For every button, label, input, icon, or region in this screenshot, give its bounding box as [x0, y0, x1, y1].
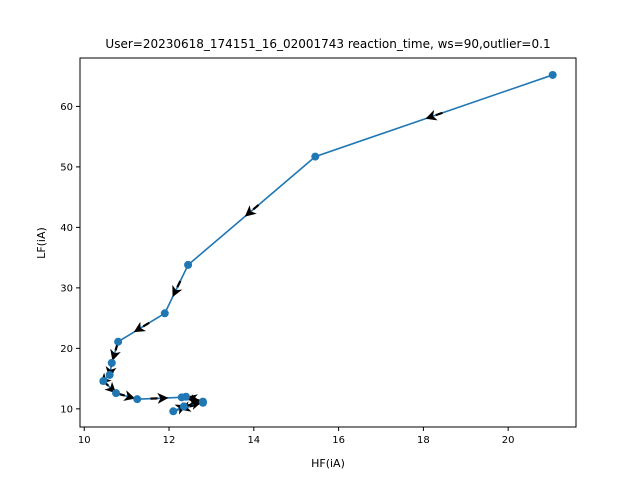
- direction-arrow: [172, 280, 183, 298]
- data-point: [160, 309, 169, 318]
- x-tick-label: 16: [332, 435, 345, 446]
- x-tick-label: 12: [163, 435, 176, 446]
- series-line: [102, 74, 553, 413]
- y-tick-label: 30: [60, 283, 73, 294]
- data-point: [114, 337, 123, 346]
- data-point: [107, 358, 116, 367]
- direction-arrow: [244, 204, 260, 217]
- x-tick-label: 20: [502, 435, 515, 446]
- data-point: [311, 152, 320, 161]
- data-point: [112, 389, 121, 398]
- data-point: [179, 402, 188, 411]
- y-tick-label: 40: [60, 223, 73, 234]
- data-point: [169, 407, 178, 416]
- data-point: [99, 377, 108, 386]
- data-point: [184, 260, 193, 269]
- y-tick-label: 50: [60, 162, 73, 173]
- data-point: [181, 392, 190, 401]
- x-axis-label: HF(iA): [311, 457, 345, 470]
- y-axis-label: LF(iA): [35, 227, 48, 259]
- data-point: [105, 370, 114, 379]
- data-point: [133, 395, 142, 404]
- data-point: [548, 70, 557, 79]
- x-tick-label: 10: [78, 435, 91, 446]
- plot-frame: [79, 57, 577, 428]
- x-tick-label: 14: [247, 435, 260, 446]
- y-tick-label: 60: [60, 102, 73, 113]
- chart-title: User=20230618_174151_16_02001743 reactio…: [105, 37, 550, 51]
- x-tick-label: 18: [417, 435, 430, 446]
- x-axis: 10 12 14 16 18 20: [78, 427, 515, 446]
- y-axis: 10 20 30 40 50 60: [60, 102, 80, 415]
- direction-arrow: [133, 321, 150, 333]
- y-tick-label: 10: [60, 404, 73, 415]
- y-tick-label: 20: [60, 344, 73, 355]
- plot-area: [99, 70, 557, 416]
- data-point: [198, 397, 207, 406]
- direction-arrow: [150, 392, 169, 404]
- direction-arrow: [425, 109, 443, 121]
